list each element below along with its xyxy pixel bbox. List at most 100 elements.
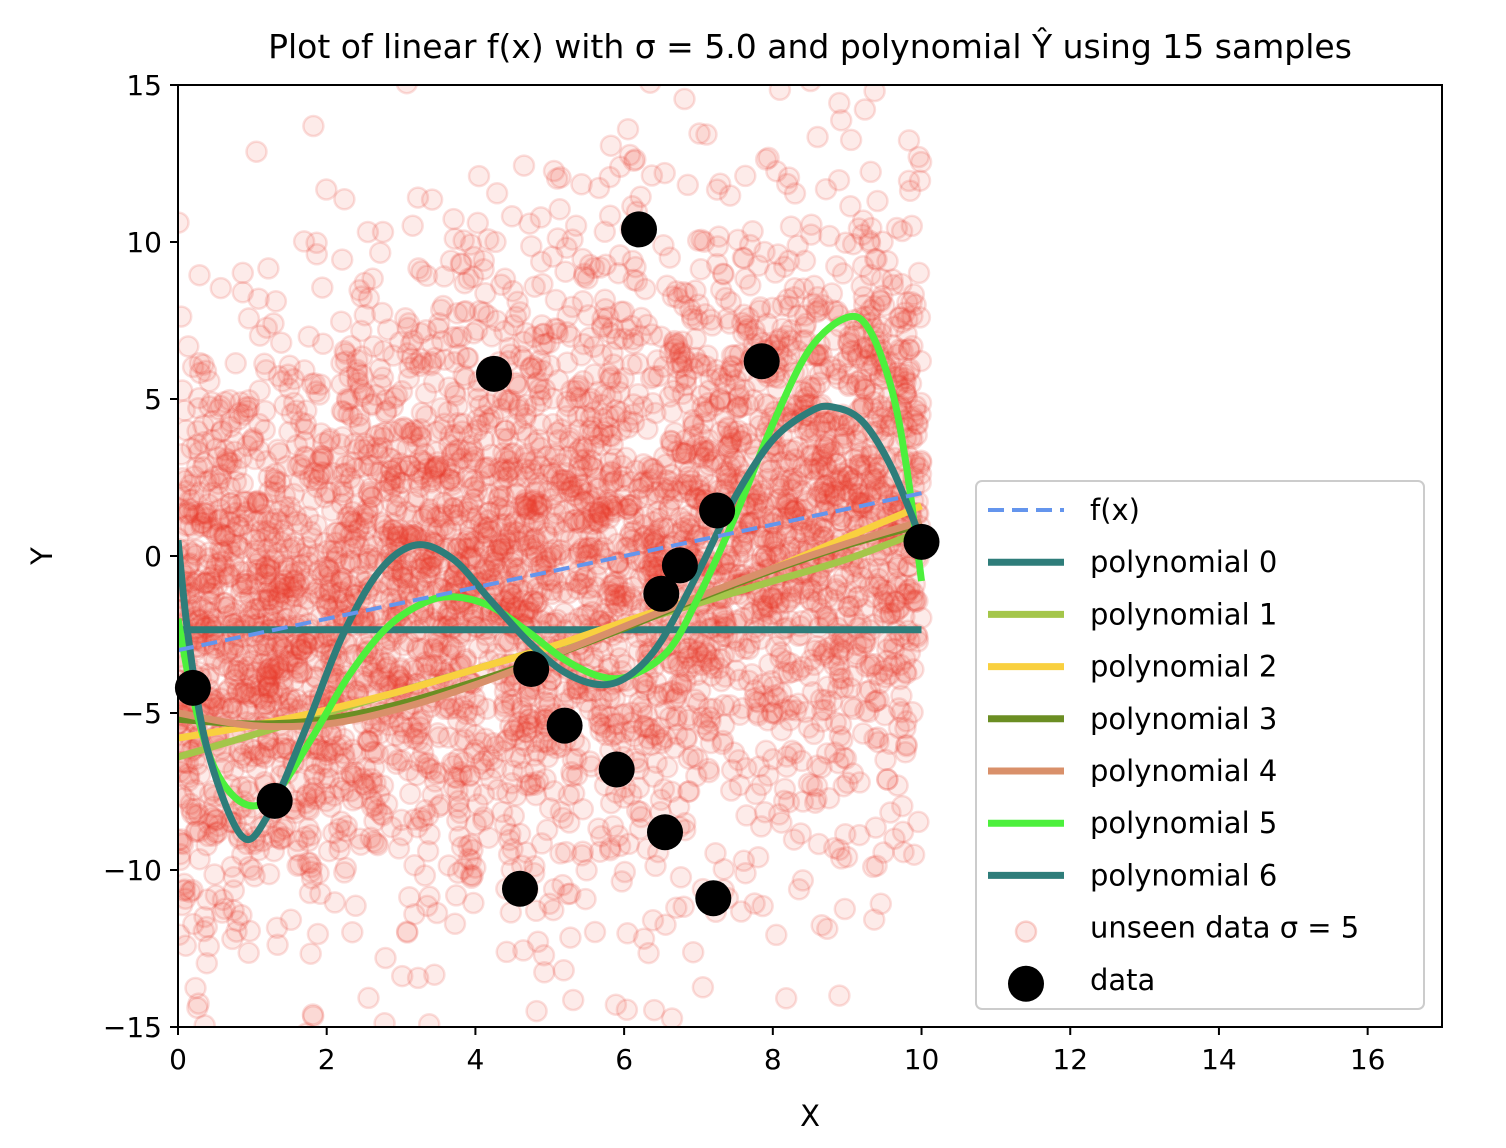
unseen-point bbox=[221, 927, 244, 951]
unseen-point bbox=[833, 426, 857, 450]
unseen-point bbox=[756, 596, 780, 619]
unseen-point bbox=[410, 401, 434, 424]
unseen-point bbox=[498, 521, 522, 545]
unseen-point bbox=[217, 656, 241, 680]
unseen-point bbox=[757, 764, 780, 787]
unseen-point bbox=[235, 396, 258, 419]
unseen-point bbox=[730, 395, 753, 418]
unseen-point bbox=[409, 716, 432, 739]
unseen-point bbox=[802, 722, 826, 746]
unseen-point bbox=[807, 298, 831, 322]
unseen-point bbox=[705, 358, 728, 382]
unseen-point bbox=[399, 332, 423, 356]
unseen-point bbox=[329, 310, 353, 333]
unseen-point bbox=[357, 986, 380, 1010]
unseen-point bbox=[197, 546, 221, 570]
unseen-point bbox=[588, 840, 612, 863]
unseen-point bbox=[775, 324, 798, 348]
unseen-point bbox=[426, 317, 450, 340]
unseen-point bbox=[472, 301, 495, 324]
unseen-point bbox=[825, 254, 848, 278]
unseen-point bbox=[769, 465, 793, 489]
unseen-point bbox=[768, 590, 791, 614]
unseen-point bbox=[529, 206, 553, 229]
unseen-point bbox=[374, 946, 397, 970]
unseen-point bbox=[420, 353, 443, 377]
unseen-point bbox=[374, 401, 397, 424]
data-point bbox=[598, 751, 635, 788]
unseen-point bbox=[640, 733, 663, 757]
unseen-point bbox=[612, 327, 636, 351]
unseen-point bbox=[541, 387, 564, 410]
unseen-point bbox=[869, 892, 893, 916]
unseen-point bbox=[523, 526, 547, 550]
unseen-point bbox=[565, 747, 588, 771]
unseen-point bbox=[348, 404, 371, 427]
unseen-point bbox=[851, 722, 875, 745]
unseen-point bbox=[542, 898, 565, 922]
unseen-point bbox=[257, 466, 281, 489]
unseen-point bbox=[405, 460, 428, 483]
unseen-point bbox=[745, 492, 769, 515]
unseen-point bbox=[597, 362, 620, 386]
unseen-point bbox=[258, 588, 282, 611]
unseen-point bbox=[855, 680, 879, 703]
unseen-point bbox=[474, 282, 497, 305]
unseen-point bbox=[665, 896, 688, 919]
unseen-point bbox=[330, 810, 353, 833]
unseen-point bbox=[672, 294, 696, 318]
y-tick-label: −10 bbox=[103, 854, 162, 887]
unseen-point bbox=[612, 786, 636, 809]
unseen-point bbox=[472, 758, 496, 781]
unseen-point bbox=[496, 466, 520, 489]
unseen-point bbox=[862, 382, 885, 406]
unseen-point bbox=[687, 473, 711, 497]
unseen-point bbox=[697, 760, 721, 784]
unseen-point bbox=[820, 476, 843, 499]
unseen-point bbox=[857, 700, 880, 724]
x-tick-label: 2 bbox=[318, 1043, 336, 1076]
unseen-point bbox=[697, 719, 720, 743]
unseen-point bbox=[290, 513, 314, 536]
unseen-point bbox=[590, 703, 614, 727]
unseen-point bbox=[362, 335, 385, 358]
unseen-point bbox=[895, 710, 918, 733]
unseen-point bbox=[466, 793, 489, 816]
unseen-point bbox=[571, 290, 595, 313]
unseen-point bbox=[259, 662, 282, 686]
unseen-point bbox=[305, 243, 329, 266]
unseen-point bbox=[209, 463, 233, 486]
unseen-point bbox=[646, 685, 669, 709]
unseen-point bbox=[373, 1012, 396, 1027]
unseen-point bbox=[593, 220, 617, 244]
unseen-point bbox=[378, 471, 402, 495]
unseen-point bbox=[257, 657, 281, 681]
unseen-point bbox=[586, 380, 610, 404]
unseen-point bbox=[398, 356, 421, 379]
unseen-point bbox=[909, 391, 933, 415]
unseen-point bbox=[776, 487, 799, 511]
unseen-point bbox=[588, 502, 611, 525]
unseen-point bbox=[272, 825, 296, 849]
unseen-point bbox=[229, 560, 252, 583]
unseen-point bbox=[711, 262, 735, 285]
unseen-point bbox=[321, 539, 344, 563]
unseen-point bbox=[582, 256, 606, 280]
unseen-point bbox=[225, 458, 248, 481]
unseen-point bbox=[663, 421, 687, 445]
unseen-point bbox=[533, 961, 556, 984]
unseen-point bbox=[833, 897, 857, 921]
unseen-point bbox=[883, 827, 906, 850]
unseen-point bbox=[423, 770, 447, 793]
unseen-point bbox=[708, 656, 731, 680]
unseen-point bbox=[627, 382, 650, 406]
legend-swatch bbox=[1008, 965, 1044, 1002]
unseen-point bbox=[779, 215, 803, 238]
unseen-point bbox=[210, 550, 233, 573]
unseen-point bbox=[387, 665, 411, 688]
unseen-point bbox=[781, 467, 804, 490]
unseen-point bbox=[472, 249, 496, 272]
unseen-point bbox=[409, 418, 433, 441]
unseen-point bbox=[622, 331, 645, 355]
unseen-point bbox=[814, 432, 838, 455]
